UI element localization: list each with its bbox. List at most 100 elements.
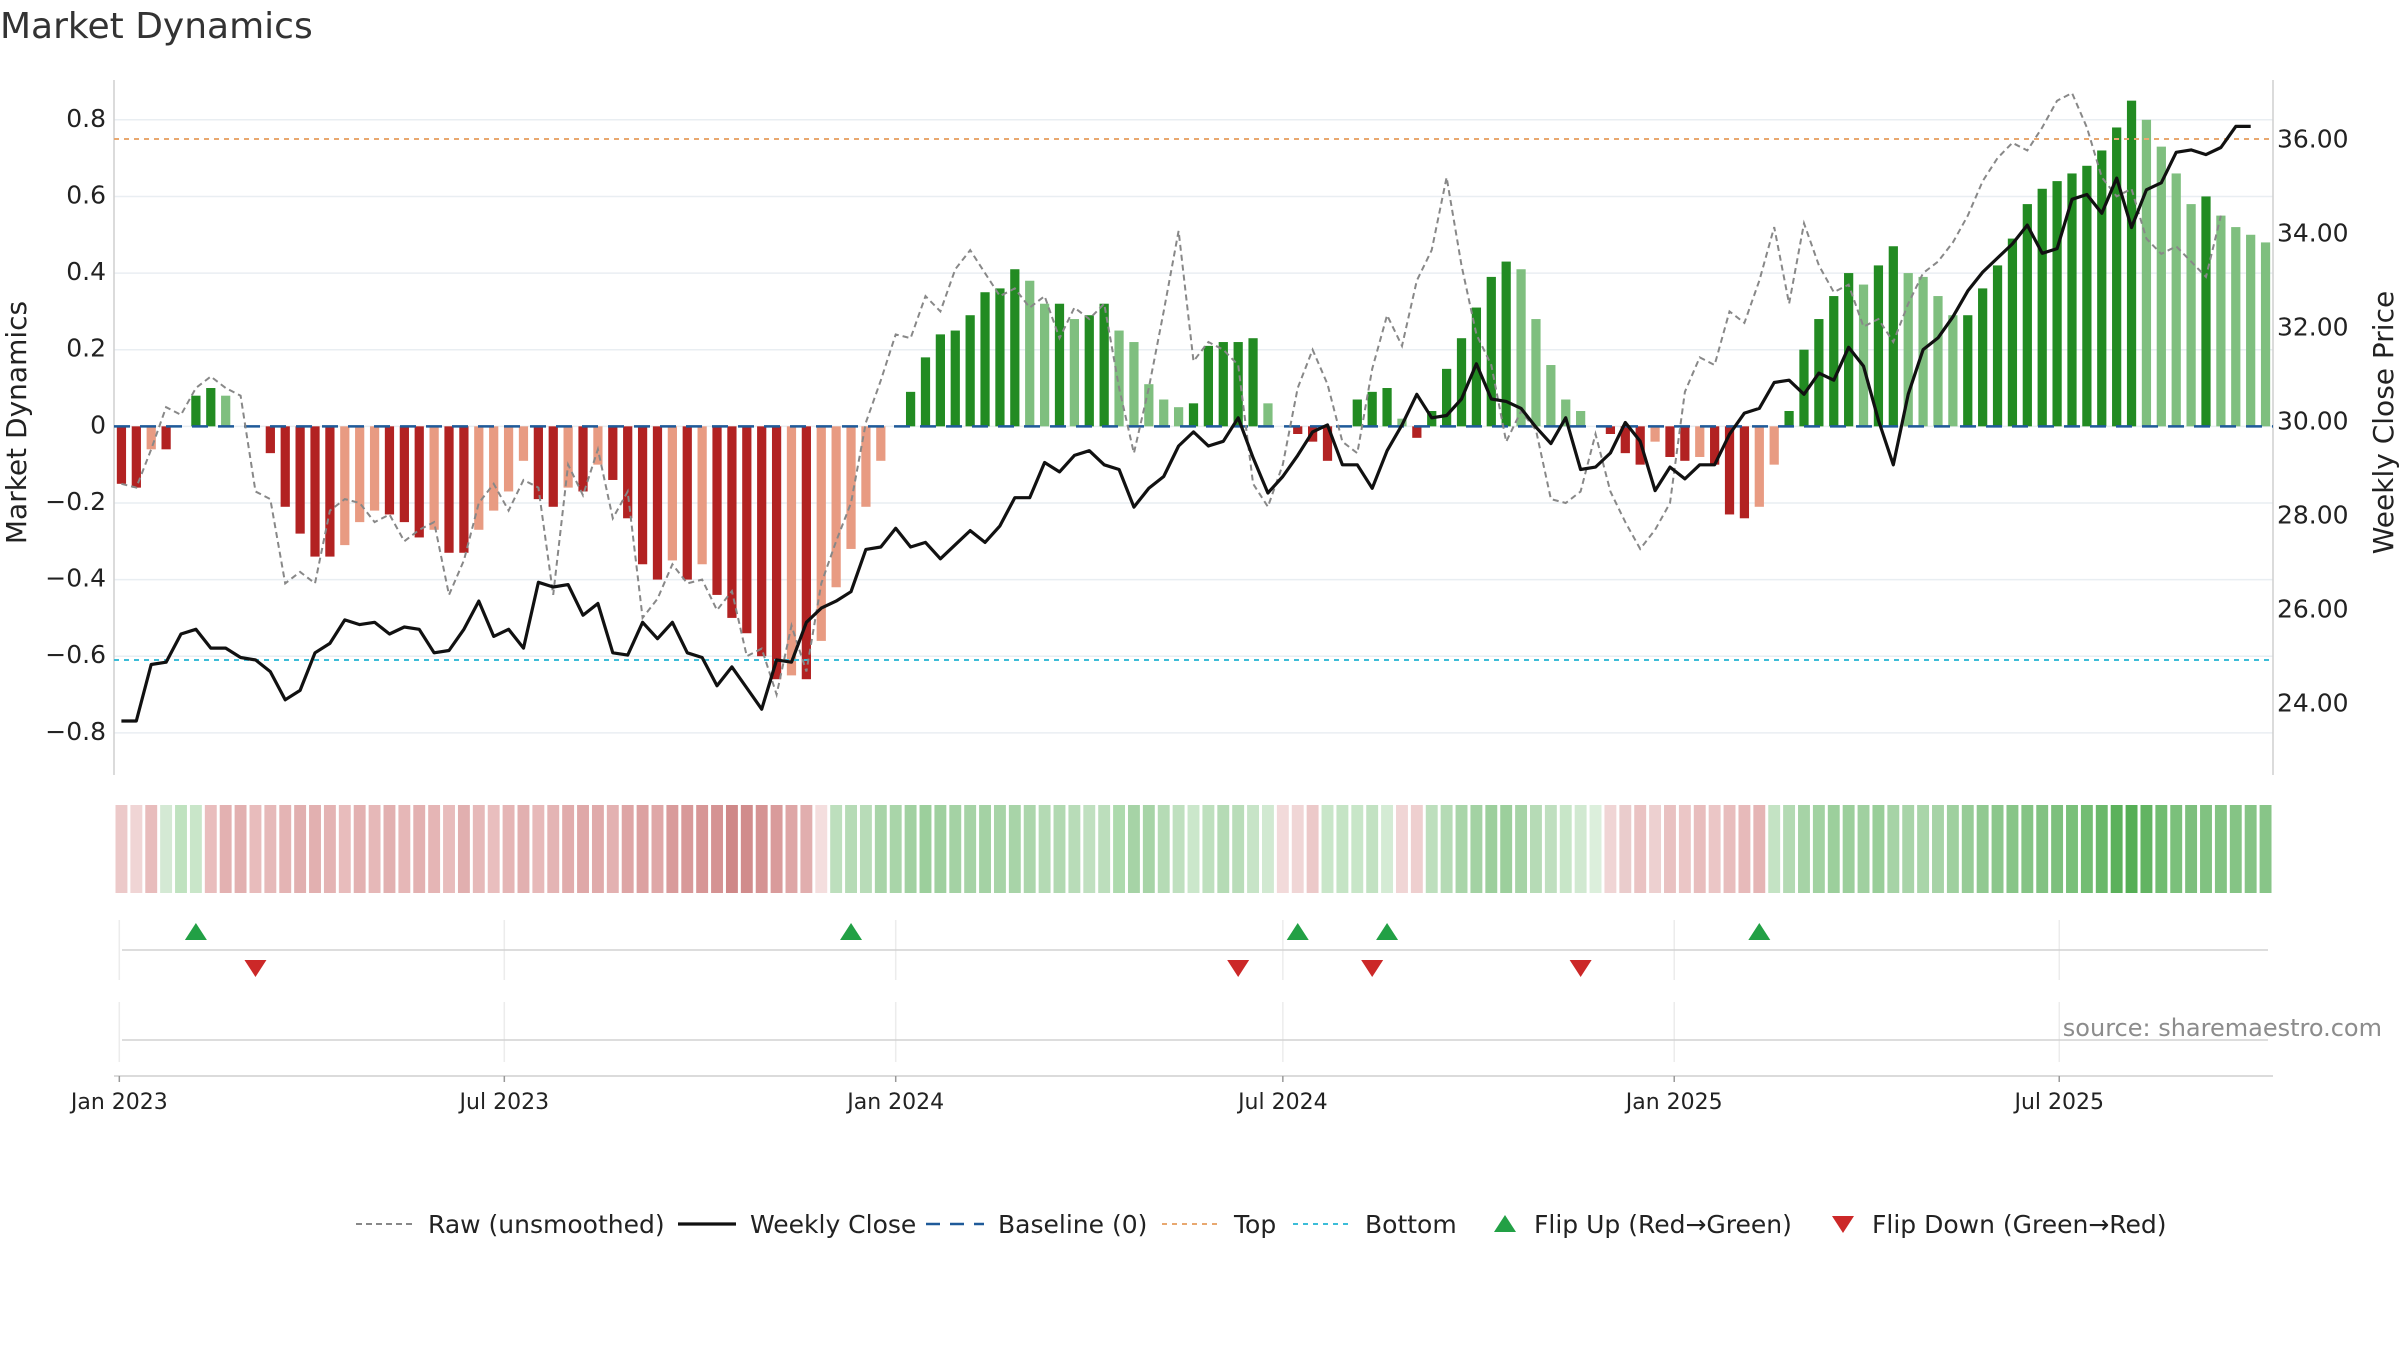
strip-cell <box>606 805 619 893</box>
strip-cell <box>1902 805 1915 893</box>
dynamics-bar <box>2201 196 2211 427</box>
dynamics-bar <box>265 426 275 454</box>
left-tick-label: −0.4 <box>45 564 106 593</box>
strip-cell <box>696 805 709 893</box>
right-tick-label: 36.00 <box>2277 125 2349 154</box>
source-text: source: sharemaestro.com <box>2062 1014 2382 1042</box>
strip-cell <box>234 805 247 893</box>
strip-cell <box>1366 805 1379 893</box>
dynamics-bar <box>2156 146 2166 427</box>
strip-cell <box>2200 805 2212 893</box>
right-tick-label: 24.00 <box>2277 689 2349 718</box>
dynamics-bar <box>876 426 886 461</box>
dynamics-bar <box>1576 411 1586 427</box>
strip-cell <box>1961 805 1974 893</box>
strip-cell <box>2080 805 2093 893</box>
dynamics-bar <box>1352 399 1362 427</box>
strip-cell <box>1217 805 1230 893</box>
dynamics-bar <box>2067 173 2077 427</box>
strip-cell <box>1946 805 1959 893</box>
strip-cell <box>2259 805 2272 893</box>
strip-cell <box>591 805 604 893</box>
strip-cell <box>413 805 426 893</box>
dynamics-bar <box>295 426 305 534</box>
dynamics-bar <box>563 426 573 488</box>
x-tick-label: Jul 2024 <box>1236 1090 1328 1115</box>
strip-cell <box>904 805 917 893</box>
flip-down-marker <box>1361 960 1384 977</box>
x-tick-label: Jul 2025 <box>2012 1090 2104 1115</box>
dynamics-bar <box>2231 227 2241 427</box>
weekly-close-line <box>121 124 2251 723</box>
strip-cell <box>785 805 798 893</box>
strip-cell <box>1887 805 1900 893</box>
dynamics-bar <box>1963 315 1973 427</box>
dynamics-bar <box>2141 119 2152 427</box>
strip-cell <box>2214 805 2227 893</box>
legend-label: Top <box>1233 1210 1276 1239</box>
strip-cell <box>636 805 649 893</box>
dynamics-bar <box>667 426 677 561</box>
strip-cell <box>130 805 143 893</box>
dynamics-bar <box>771 426 782 680</box>
dynamics-bar <box>1159 399 1169 427</box>
strip-cell <box>1247 805 1260 893</box>
dynamics-bar <box>384 426 395 515</box>
dynamics-bar <box>1903 273 1913 427</box>
strip-cell <box>1291 805 1304 893</box>
dynamics-bar <box>1144 384 1154 427</box>
strip-cell <box>1932 805 1944 893</box>
strip-cell <box>1678 805 1691 893</box>
dynamics-bar <box>831 426 841 588</box>
dynamics-bar <box>652 426 663 580</box>
dynamics-bar <box>161 426 171 450</box>
dynamics-bar <box>623 426 633 519</box>
dynamics-bar <box>578 426 588 492</box>
dynamics-bar <box>1754 426 1764 507</box>
dynamics-bar <box>1114 330 1124 427</box>
strip-cell <box>2051 805 2064 893</box>
strip-cell <box>1768 805 1781 893</box>
dynamics-bar <box>518 426 529 461</box>
dynamics-bar <box>325 426 335 557</box>
strip-cell <box>845 805 857 893</box>
flip-up-marker <box>840 923 863 940</box>
strip-cell <box>1321 805 1334 893</box>
dynamics-bar <box>1978 288 1988 427</box>
strip-cell <box>1023 805 1036 893</box>
dynamics-bar <box>1173 407 1184 427</box>
legend-label: Weekly Close <box>750 1210 916 1239</box>
dynamics-bar <box>1069 319 1079 427</box>
strip-cell <box>740 805 753 893</box>
dynamics-bar <box>1263 403 1273 427</box>
strip-cell <box>1619 805 1632 893</box>
dynamics-bar <box>310 426 320 557</box>
strip-cell <box>1083 805 1096 893</box>
dynamics-bar <box>399 426 409 523</box>
x-tick-label: Jan 2025 <box>1624 1090 1723 1115</box>
strip-cell <box>1559 805 1572 893</box>
strip-cell <box>1351 805 1364 893</box>
strip-cell <box>368 805 381 893</box>
dynamics-bar <box>1948 315 1958 427</box>
strip-cell <box>1500 805 1513 893</box>
dynamics-bar <box>1873 265 1884 427</box>
strip-cell <box>666 805 679 893</box>
strip-cell <box>2036 805 2049 893</box>
left-tick-label: −0.8 <box>45 717 106 746</box>
dynamics-bar <box>1620 426 1630 454</box>
strip-cell <box>2110 805 2123 893</box>
dynamics-bar <box>146 426 156 450</box>
strip-cell <box>2170 805 2183 893</box>
dynamics-bar <box>2007 238 2018 427</box>
strip-cell <box>1664 805 1676 893</box>
dynamics-bar <box>1858 284 1869 427</box>
dynamics-bar <box>1010 269 1020 427</box>
dynamics-bar <box>1710 426 1720 465</box>
dynamics-bar <box>1248 338 1258 427</box>
dynamics-bar <box>206 388 216 427</box>
dynamics-bar <box>712 426 722 595</box>
strip-cell <box>1783 805 1796 893</box>
